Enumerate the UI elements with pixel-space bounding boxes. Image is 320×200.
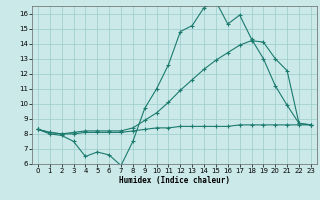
X-axis label: Humidex (Indice chaleur): Humidex (Indice chaleur): [119, 176, 230, 185]
